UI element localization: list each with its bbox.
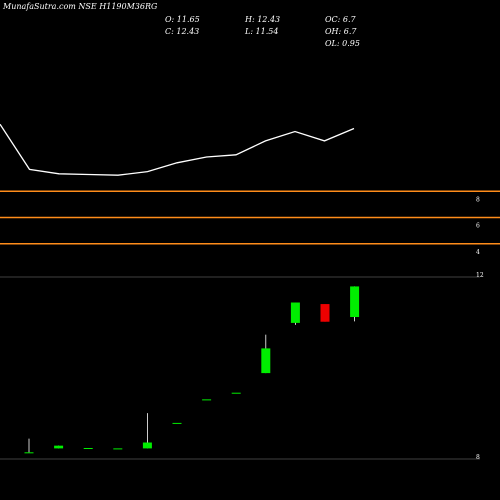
candle-body [261,348,271,374]
candle-body [83,448,93,449]
price-tick-label: 12 [476,272,484,279]
candle-body [24,452,34,454]
ol-value: OL: 0.95 [325,39,360,48]
candle-body [320,304,330,322]
open-value: O: 11.65 [165,15,200,24]
candle-body [172,422,182,424]
candle-body [231,392,241,394]
high-value: H: 12.43 [245,15,281,24]
candle-body [350,286,360,318]
level-tick-label: 8 [476,196,480,203]
oh-value: OH: 6.7 [325,27,357,36]
price-tick-label: 8 [476,454,480,461]
candle-body [113,448,123,450]
candle-body [290,302,300,323]
close-value: C: 12.43 [165,27,200,36]
candle-body [202,399,212,401]
candle-body [54,445,64,449]
level-tick-label: 4 [476,249,480,256]
level-tick-label: 6 [476,223,480,230]
chart-title: MunafaSutra.com NSE H1190M36RG [3,2,158,11]
price-line [0,123,355,176]
oc-value: OC: 6.7 [325,15,356,24]
low-value: L: 11.54 [245,27,279,36]
candle-body [142,442,152,449]
